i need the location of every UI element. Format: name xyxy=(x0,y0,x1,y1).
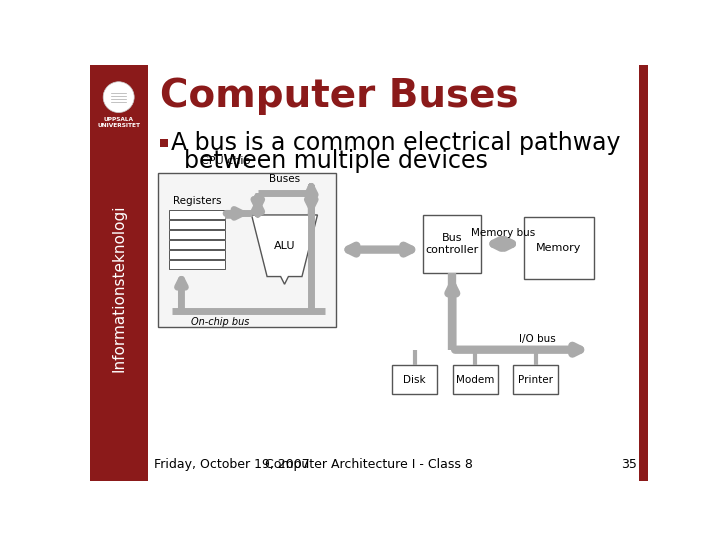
Text: 35: 35 xyxy=(621,458,637,471)
Text: Informationsteknologi: Informationsteknologi xyxy=(112,204,127,372)
Text: A bus is a common electrical pathway: A bus is a common electrical pathway xyxy=(171,131,621,156)
Text: UPPSALA
UNIVERSITET: UPPSALA UNIVERSITET xyxy=(97,117,140,128)
Bar xyxy=(392,365,437,394)
Bar xyxy=(90,65,148,481)
Text: Modem: Modem xyxy=(456,375,495,384)
Text: CPU chip: CPU chip xyxy=(201,157,251,166)
Circle shape xyxy=(103,82,134,112)
Bar xyxy=(169,220,225,229)
Text: Printer: Printer xyxy=(518,375,553,384)
Text: Memory: Memory xyxy=(536,243,582,253)
Bar xyxy=(169,260,225,269)
Bar xyxy=(169,210,225,219)
Bar xyxy=(524,217,594,279)
Text: Memory bus: Memory bus xyxy=(471,228,535,238)
Text: On-chip bus: On-chip bus xyxy=(191,318,249,327)
Text: ALU: ALU xyxy=(274,241,295,251)
Text: I/O bus: I/O bus xyxy=(519,334,556,345)
Bar xyxy=(513,365,558,394)
Text: Computer Buses: Computer Buses xyxy=(160,77,518,114)
Text: Buses: Buses xyxy=(269,174,300,184)
Bar xyxy=(169,240,225,249)
Text: Computer Architecture I - Class 8: Computer Architecture I - Class 8 xyxy=(265,458,473,471)
Bar xyxy=(639,65,648,481)
Bar xyxy=(158,173,336,327)
Bar xyxy=(169,231,225,239)
Bar xyxy=(453,365,498,394)
Bar xyxy=(160,139,168,147)
Text: Disk: Disk xyxy=(403,375,426,384)
Polygon shape xyxy=(251,215,318,284)
Text: between multiple devices: between multiple devices xyxy=(184,149,487,173)
Bar xyxy=(423,215,482,273)
Text: Registers: Registers xyxy=(173,195,221,206)
Bar xyxy=(169,251,225,259)
Text: Friday, October 19, 2007: Friday, October 19, 2007 xyxy=(154,458,310,471)
Text: Bus
controller: Bus controller xyxy=(426,233,479,255)
